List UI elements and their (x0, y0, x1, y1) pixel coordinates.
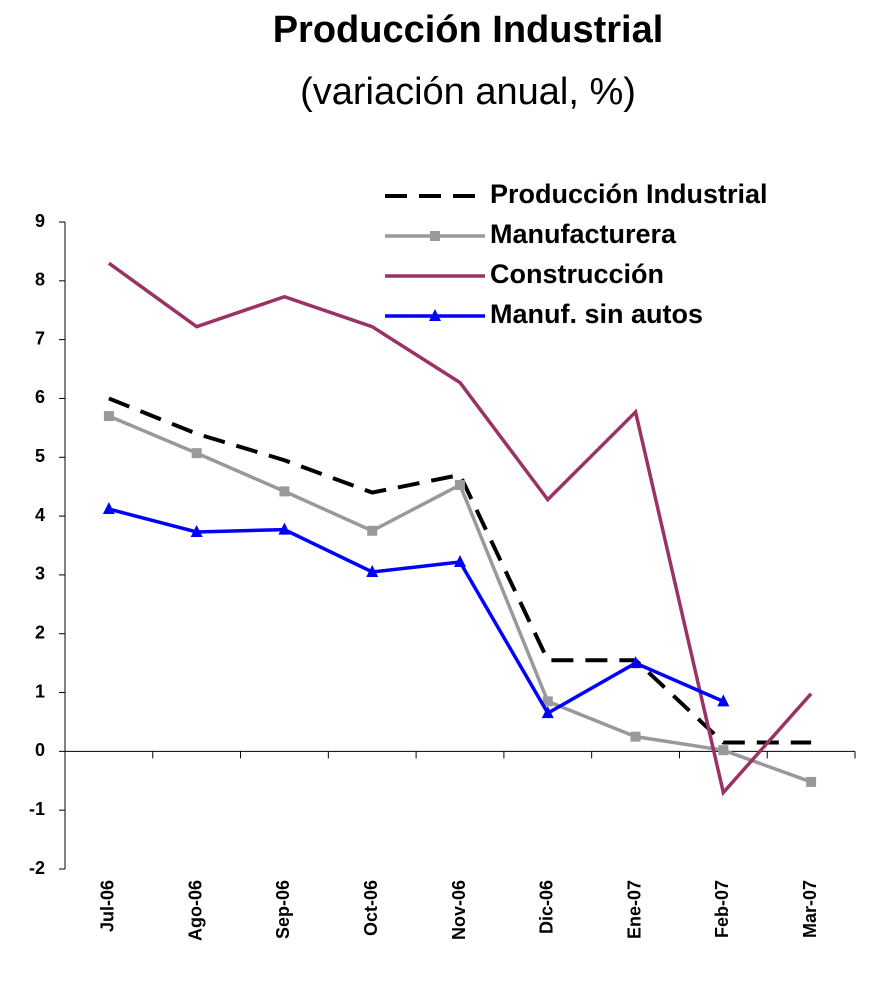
y-tick-label: 1 (35, 681, 45, 701)
y-tick-label: 0 (35, 740, 45, 760)
y-tick-label: -2 (29, 858, 45, 878)
y-tick-label: 7 (35, 328, 45, 348)
marker (367, 525, 378, 536)
marker (278, 522, 291, 535)
marker (190, 524, 203, 537)
marker (717, 694, 730, 707)
marker (279, 486, 290, 497)
marker (629, 656, 642, 669)
y-tick-label: 2 (35, 622, 45, 642)
chart-title: Producción Industrial (273, 9, 664, 51)
y-tick-label: 3 (35, 564, 45, 584)
series-line (107, 261, 813, 797)
marker (806, 776, 817, 787)
marker (103, 411, 114, 422)
y-tick-label: 5 (35, 446, 45, 466)
y-tick-label: 8 (35, 270, 45, 290)
x-tick-label: Mar-07 (800, 880, 820, 938)
legend-label: Producción Industrial (490, 179, 768, 209)
series-line (108, 507, 725, 716)
y-tick-label: -1 (29, 799, 45, 819)
x-tick-label: Ene-07 (624, 880, 644, 939)
marker (191, 448, 202, 459)
series-line (108, 396, 812, 745)
x-tick-label: Ago-06 (185, 880, 205, 941)
marker (542, 696, 553, 707)
legend-marker (429, 309, 441, 321)
marker (366, 564, 379, 577)
x-tick-label: Sep-06 (273, 880, 293, 939)
x-tick-label: Oct-06 (361, 880, 381, 936)
legend-item: Producción Industrial (385, 179, 768, 209)
x-tick-label: Dic-06 (537, 880, 557, 934)
chart-subtitle: (variación anual, %) (300, 71, 636, 113)
legend-item: Manufacturera (385, 219, 677, 249)
marker (455, 479, 465, 490)
x-tick-label: Nov-06 (449, 880, 469, 940)
legend-item: Manuf. sin autos (385, 299, 703, 329)
legend-label: Manuf. sin autos (490, 299, 703, 329)
marker (454, 554, 466, 567)
legend-label: Construcción (490, 259, 664, 289)
y-tick-label: 9 (35, 211, 45, 231)
x-tick-label: Jul-06 (98, 880, 118, 932)
y-tick-label: 6 (35, 387, 45, 407)
marker (541, 706, 554, 719)
marker (718, 745, 729, 756)
legend-marker (430, 231, 440, 241)
legend-item: Construcción (385, 259, 664, 289)
legend-label: Manufacturera (490, 219, 677, 249)
marker (630, 731, 641, 742)
y-tick-label: 4 (35, 505, 45, 525)
marker (102, 502, 115, 515)
x-tick-label: Feb-07 (712, 880, 732, 938)
